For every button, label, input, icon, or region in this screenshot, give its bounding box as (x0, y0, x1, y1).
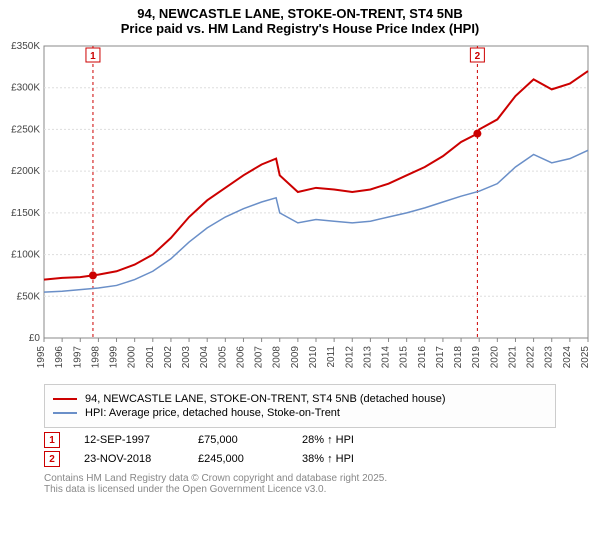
svg-text:1997: 1997 (72, 346, 83, 369)
transaction-date: 12-SEP-1997 (84, 434, 174, 446)
svg-text:£150K: £150K (11, 208, 40, 219)
transaction-row: 2 23-NOV-2018 £245,000 38% ↑ HPI (44, 451, 556, 467)
marker-badge: 1 (44, 432, 60, 448)
transaction-price: £75,000 (198, 434, 278, 446)
svg-text:2018: 2018 (453, 346, 464, 369)
svg-text:2016: 2016 (417, 346, 428, 369)
chart-container: £0 £50K £100K £150K £200K £250K £300K £350K 1995… (0, 38, 600, 378)
svg-text:2021: 2021 (507, 346, 518, 369)
transactions-table: 1 12-SEP-1997 £75,000 28% ↑ HPI 2 23-NOV… (44, 432, 556, 467)
legend-label: HPI: Average price, detached house, Stok… (85, 407, 340, 419)
svg-text:2006: 2006 (235, 346, 246, 369)
svg-text:2002: 2002 (163, 346, 174, 369)
svg-text:£250K: £250K (11, 124, 40, 135)
footer-line: This data is licensed under the Open Gov… (44, 484, 556, 495)
svg-text:2008: 2008 (272, 346, 283, 369)
legend-item: 94, NEWCASTLE LANE, STOKE-ON-TRENT, ST4 … (53, 393, 547, 405)
svg-text:2000: 2000 (127, 346, 138, 369)
legend-swatch (53, 412, 77, 414)
svg-text:2003: 2003 (181, 346, 192, 369)
svg-text:2004: 2004 (199, 346, 210, 369)
svg-text:2022: 2022 (526, 346, 537, 369)
chart-title-block: 94, NEWCASTLE LANE, STOKE-ON-TRENT, ST4 … (0, 0, 600, 38)
svg-text:£50K: £50K (17, 291, 41, 302)
transaction-row: 1 12-SEP-1997 £75,000 28% ↑ HPI (44, 432, 556, 448)
svg-text:2024: 2024 (562, 346, 573, 369)
svg-text:2017: 2017 (435, 346, 446, 369)
svg-text:2011: 2011 (326, 346, 337, 368)
copyright-footer: Contains HM Land Registry data © Crown c… (44, 473, 556, 495)
transaction-date: 23-NOV-2018 (84, 453, 174, 465)
svg-text:2010: 2010 (308, 346, 319, 369)
price-chart: £0 £50K £100K £150K £200K £250K £300K £350K 1995… (0, 38, 600, 378)
svg-text:2023: 2023 (544, 346, 555, 369)
footer-line: Contains HM Land Registry data © Crown c… (44, 473, 556, 484)
svg-text:1999: 1999 (109, 346, 120, 369)
transaction-pct: 28% ↑ HPI (302, 434, 392, 446)
svg-text:1995: 1995 (36, 346, 47, 369)
svg-text:2014: 2014 (381, 346, 392, 369)
transaction-price: £245,000 (198, 453, 278, 465)
svg-text:2012: 2012 (344, 346, 355, 369)
title-line-1: 94, NEWCASTLE LANE, STOKE-ON-TRENT, ST4 … (0, 6, 600, 21)
legend-label: 94, NEWCASTLE LANE, STOKE-ON-TRENT, ST4 … (85, 393, 445, 405)
svg-text:2001: 2001 (145, 346, 156, 369)
svg-text:£0: £0 (29, 333, 41, 344)
svg-text:1996: 1996 (54, 346, 65, 369)
svg-text:£200K: £200K (11, 166, 40, 177)
svg-text:2005: 2005 (217, 346, 228, 369)
svg-text:1998: 1998 (90, 346, 101, 369)
svg-text:2015: 2015 (399, 346, 410, 369)
svg-text:£100K: £100K (11, 250, 40, 261)
svg-text:£350K: £350K (11, 41, 40, 52)
svg-text:2019: 2019 (471, 346, 482, 369)
svg-text:2009: 2009 (290, 346, 301, 369)
legend-item: HPI: Average price, detached house, Stok… (53, 407, 547, 419)
title-line-2: Price paid vs. HM Land Registry's House … (0, 21, 600, 36)
svg-text:2: 2 (475, 51, 481, 62)
marker-badge: 2 (44, 451, 60, 467)
svg-text:£300K: £300K (11, 83, 40, 94)
svg-text:2025: 2025 (580, 346, 591, 369)
svg-text:1: 1 (90, 51, 96, 62)
legend-swatch (53, 398, 77, 400)
svg-text:2020: 2020 (489, 346, 500, 369)
transaction-pct: 38% ↑ HPI (302, 453, 392, 465)
svg-text:2007: 2007 (254, 346, 265, 369)
svg-text:2013: 2013 (362, 346, 373, 369)
legend-box: 94, NEWCASTLE LANE, STOKE-ON-TRENT, ST4 … (44, 384, 556, 428)
